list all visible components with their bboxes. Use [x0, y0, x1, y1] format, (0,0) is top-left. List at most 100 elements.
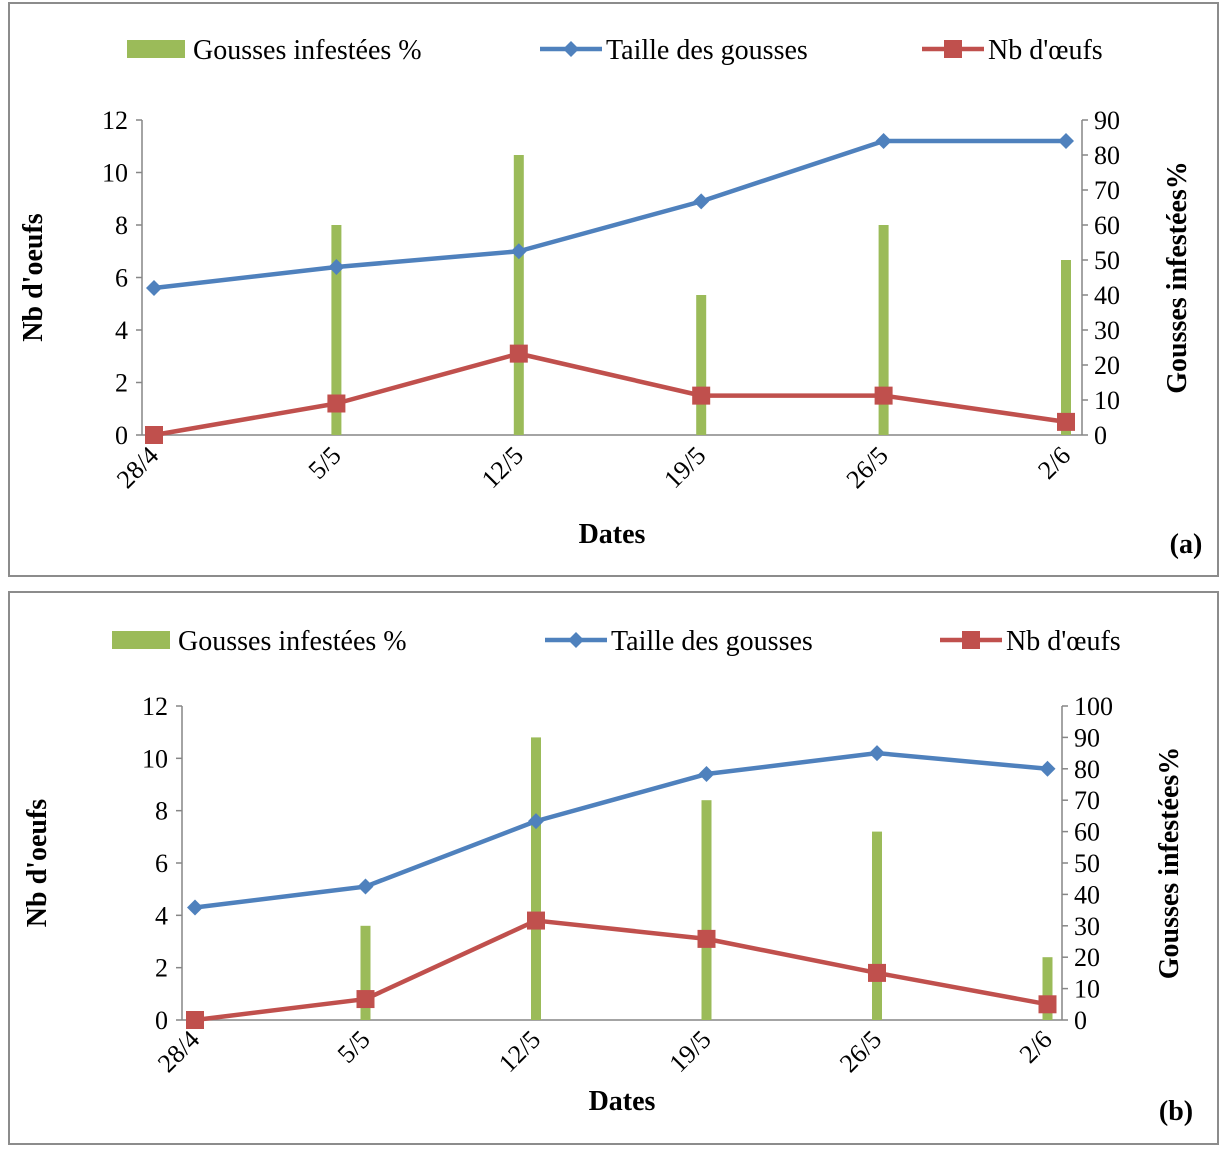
x-tick-label: 2/6 [1014, 1025, 1058, 1069]
taille-point [510, 243, 527, 260]
right-tick-label: 70 [1074, 786, 1100, 815]
legend-marker [944, 40, 962, 58]
oeufs-point [356, 990, 375, 1009]
right-tick-label: 90 [1074, 723, 1100, 752]
right-tick-label: 60 [1094, 211, 1120, 240]
taille-point [187, 899, 203, 916]
oeufs-series-line [153, 351, 1067, 438]
x-tick-label: 2/6 [1032, 441, 1076, 485]
oeufs-point [509, 344, 528, 363]
right-tick-label: 0 [1074, 1006, 1087, 1035]
y-axis-left-title: Nb d'oeufs [22, 799, 53, 927]
legend-label: Taille des gousses [606, 35, 808, 66]
left-tick-label: 0 [155, 1006, 168, 1035]
x-axis-title: Dates [579, 519, 646, 550]
left-tick-label: 4 [155, 901, 168, 930]
oeufs-point [186, 1011, 204, 1029]
left-tick-label: 6 [115, 264, 128, 293]
bar [531, 737, 541, 1020]
taille-point [875, 133, 892, 149]
taille-series-line [153, 138, 1066, 291]
left-tick-label: 6 [155, 849, 168, 878]
taille-point [1058, 133, 1074, 149]
x-tick-label: 19/5 [658, 441, 711, 494]
taille-point [328, 259, 345, 275]
legend-label: Taille des gousses [611, 626, 813, 657]
right-tick-label: 40 [1074, 880, 1100, 909]
chart-panel-b: 0 2 4 6 8 10 12 0 10 20 30 40 50 60 70 80 90 100 28/4 5/5 12… [8, 591, 1219, 1145]
x-tick-label: 5/5 [332, 1025, 376, 1069]
panel-label: (b) [1159, 1096, 1193, 1127]
right-tick-label: 60 [1074, 818, 1100, 847]
legend-label: Nb d'œufs [1006, 626, 1121, 657]
x-tick-label: 26/5 [834, 1025, 887, 1078]
taille-point [146, 280, 162, 296]
bar [701, 800, 712, 1020]
legend-label: Nb d'œufs [988, 35, 1103, 66]
oeufs-point [874, 386, 893, 405]
right-tick-label: 10 [1094, 386, 1120, 415]
legend-marker [563, 41, 579, 57]
left-tick-label: 2 [115, 369, 128, 398]
right-tick-label: 30 [1094, 316, 1120, 345]
x-tick-label: 19/5 [664, 1025, 717, 1078]
left-tick-label: 12 [102, 106, 128, 135]
x-tick-label: 26/5 [841, 441, 894, 494]
taille-point [357, 878, 374, 895]
oeufs-point [327, 394, 346, 413]
right-tick-label: 80 [1094, 141, 1120, 170]
oeufs-point [145, 426, 163, 444]
y-axis-left-title: Nb d'oeufs [18, 213, 49, 341]
panel-label: (a) [1170, 529, 1203, 560]
taille-point [869, 745, 885, 762]
oeufs-point [697, 929, 716, 948]
bar [331, 225, 342, 435]
x-tick-label: 12/5 [493, 1025, 546, 1078]
bar [1061, 260, 1071, 435]
x-axis-title: Dates [589, 1086, 656, 1117]
right-tick-label: 20 [1094, 351, 1120, 380]
taille-series-line [194, 750, 1048, 910]
taille-point [693, 193, 710, 210]
right-tick-label: 80 [1074, 755, 1100, 784]
y-axis-right-title: Gousses infestées% [1154, 747, 1185, 980]
taille-point [698, 766, 715, 783]
right-tick-label: 30 [1074, 912, 1100, 941]
legend-marker [568, 632, 584, 648]
y-axis-right-title: Gousses infestées% [1162, 161, 1193, 394]
right-tick-label: 0 [1094, 421, 1107, 450]
left-tick-label: 8 [155, 797, 168, 826]
right-tick-label: 90 [1094, 106, 1120, 135]
legend-label: Gousses infestées % [178, 626, 407, 657]
oeufs-point [527, 911, 545, 930]
x-tick-label: 5/5 [303, 441, 347, 485]
legend-swatch-bar [127, 40, 185, 58]
oeufs-point [692, 386, 711, 405]
bar [1042, 957, 1053, 1020]
right-tick-label: 10 [1074, 975, 1100, 1004]
bar [513, 155, 524, 435]
x-tick-label: 12/5 [476, 441, 529, 494]
left-tick-label: 4 [115, 316, 128, 345]
left-tick-label: 10 [142, 744, 168, 773]
bar [696, 295, 707, 435]
left-tick-label: 10 [102, 159, 128, 188]
oeufs-point [1038, 995, 1057, 1014]
left-tick-label: 2 [155, 954, 168, 983]
bar [872, 831, 882, 1020]
right-tick-label: 100 [1074, 692, 1113, 721]
chart-panel-a: 0 2 4 6 8 10 12 0 10 20 30 40 50 60 70 80 90 28/4 5/5 12/5 1… [8, 2, 1219, 577]
left-tick-label: 0 [115, 421, 128, 450]
taille-point [1039, 760, 1056, 777]
oeufs-series-line [194, 918, 1048, 1023]
taille-point [528, 813, 544, 830]
bar [360, 925, 371, 1020]
legend-swatch-bar [112, 631, 170, 649]
legend-marker [962, 631, 980, 649]
bar [878, 225, 889, 435]
oeufs-point [1057, 412, 1075, 431]
oeufs-point [868, 963, 886, 982]
right-tick-label: 20 [1074, 943, 1100, 972]
right-tick-label: 50 [1094, 246, 1120, 275]
